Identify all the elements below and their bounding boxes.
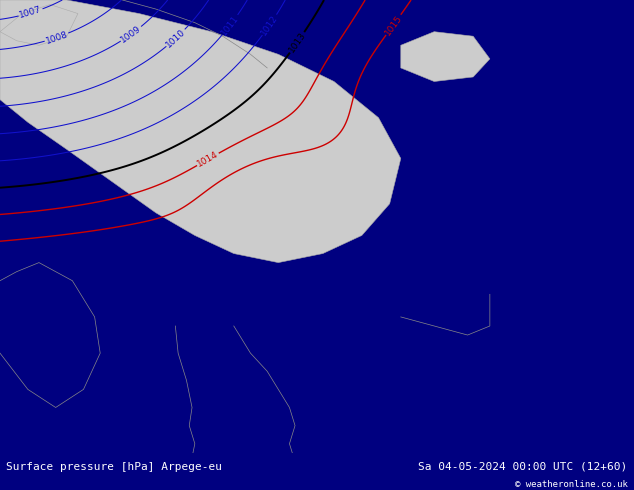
Text: 1015: 1015 <box>383 13 404 37</box>
Text: 1008: 1008 <box>44 29 69 46</box>
Polygon shape <box>0 4 78 45</box>
Text: 1009: 1009 <box>119 24 143 45</box>
Text: 1013: 1013 <box>287 30 307 54</box>
Text: 1011: 1011 <box>219 13 241 37</box>
Text: 1012: 1012 <box>259 13 280 37</box>
Text: 1014: 1014 <box>196 150 220 169</box>
Text: Surface pressure [hPa] Arpege-eu: Surface pressure [hPa] Arpege-eu <box>6 462 223 472</box>
Polygon shape <box>0 0 401 263</box>
Text: 1007: 1007 <box>18 5 43 21</box>
Polygon shape <box>401 32 490 81</box>
Text: Sa 04-05-2024 00:00 UTC (12+60): Sa 04-05-2024 00:00 UTC (12+60) <box>418 462 628 472</box>
Text: © weatheronline.co.uk: © weatheronline.co.uk <box>515 480 628 489</box>
Text: 1010: 1010 <box>164 27 187 49</box>
